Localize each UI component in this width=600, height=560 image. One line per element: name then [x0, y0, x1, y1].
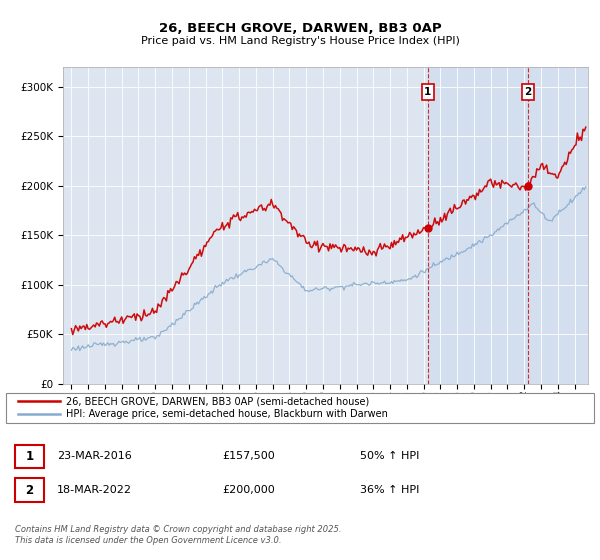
- Text: 26, BEECH GROVE, DARWEN, BB3 0AP (semi-detached house): 26, BEECH GROVE, DARWEN, BB3 0AP (semi-d…: [66, 396, 369, 407]
- Text: 36% ↑ HPI: 36% ↑ HPI: [360, 485, 419, 495]
- Text: 1: 1: [25, 450, 34, 463]
- Text: 2: 2: [524, 87, 532, 97]
- Text: 18-MAR-2022: 18-MAR-2022: [57, 485, 132, 495]
- Text: 1: 1: [424, 87, 431, 97]
- Text: Contains HM Land Registry data © Crown copyright and database right 2025.
This d: Contains HM Land Registry data © Crown c…: [15, 525, 341, 545]
- Bar: [428, 67, 588, 384]
- Text: 50% ↑ HPI: 50% ↑ HPI: [360, 451, 419, 461]
- Text: 26, BEECH GROVE, DARWEN, BB3 0AP: 26, BEECH GROVE, DARWEN, BB3 0AP: [158, 22, 442, 35]
- Text: £200,000: £200,000: [222, 485, 275, 495]
- Text: £157,500: £157,500: [222, 451, 275, 461]
- Text: 23-MAR-2016: 23-MAR-2016: [57, 451, 132, 461]
- Text: HPI: Average price, semi-detached house, Blackburn with Darwen: HPI: Average price, semi-detached house,…: [66, 409, 388, 419]
- Text: 2: 2: [25, 483, 34, 497]
- Text: Price paid vs. HM Land Registry's House Price Index (HPI): Price paid vs. HM Land Registry's House …: [140, 36, 460, 46]
